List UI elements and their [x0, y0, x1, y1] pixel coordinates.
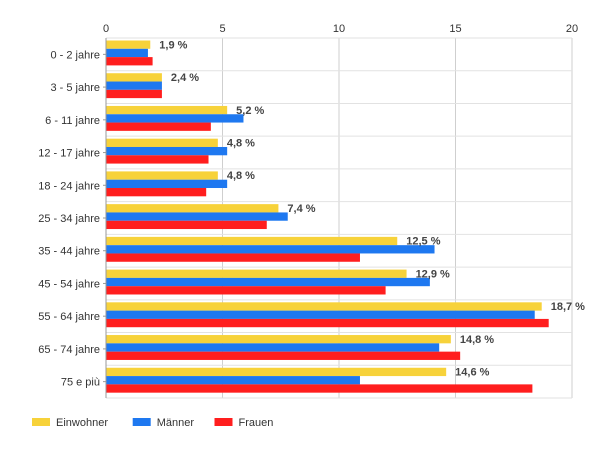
x-tick-label: 15 — [449, 23, 461, 35]
data-label: 14,8 % — [460, 334, 494, 346]
legend: Einwohner Männer Frauen — [32, 417, 273, 429]
legend-swatch-einwohner — [32, 418, 50, 426]
category-label: 0 - 2 jahre — [50, 49, 100, 61]
bar-einwohner — [106, 335, 451, 344]
grid-layer — [105, 37, 573, 399]
bar-männer — [106, 376, 360, 385]
bar-männer — [106, 114, 244, 123]
category-label: 3 - 5 jahre — [50, 82, 100, 94]
bar-frauen — [106, 122, 211, 131]
data-label: 4,8 % — [227, 137, 255, 149]
legend-swatch-männer — [132, 418, 151, 426]
bar-einwohner — [106, 367, 447, 377]
axis-layer: 0 5 10 15 20 0 - 2 jahre 3 - 5 jahre 6 - 11 jah… — [38, 23, 578, 398]
legend-swatch-frauen — [214, 418, 233, 426]
bar-männer — [106, 277, 430, 287]
legend-label: Einwohner — [56, 417, 108, 429]
bar-frauen — [106, 286, 386, 295]
category-label: 12 - 17 jahre — [38, 148, 100, 160]
data-label: 5,2 % — [236, 105, 264, 117]
bar-einwohner — [106, 171, 218, 180]
bar-männer — [106, 179, 228, 189]
bar-einwohner — [106, 138, 218, 147]
legend-label: Männer — [157, 417, 195, 429]
bar-frauen — [106, 89, 162, 99]
bar-frauen — [106, 253, 360, 262]
data-label: 12,5 % — [406, 236, 440, 248]
data-label: 1,9 % — [159, 39, 187, 51]
data-label: 4,8 % — [227, 170, 255, 182]
bar-männer — [106, 245, 435, 254]
data-label: 7,4 % — [287, 203, 315, 215]
bar-einwohner — [106, 40, 151, 49]
bar-männer — [106, 212, 288, 221]
category-label: 6 - 11 jahre — [45, 115, 100, 127]
bar-männer — [106, 146, 228, 156]
category-label: 45 - 54 jahre — [38, 278, 100, 290]
bars-layer — [106, 40, 549, 393]
bar-männer — [106, 81, 162, 90]
x-tick-label: 10 — [333, 23, 345, 35]
x-tick-label: 20 — [566, 23, 578, 35]
bar-einwohner — [106, 302, 542, 311]
x-tick-label: 5 — [219, 23, 225, 35]
bar-frauen — [106, 318, 549, 328]
data-label: 2,4 % — [171, 72, 199, 84]
category-label: 25 - 34 jahre — [38, 213, 100, 225]
bar-einwohner — [106, 73, 162, 82]
bar-frauen — [106, 188, 207, 197]
bar-frauen — [106, 384, 533, 393]
bar-frauen — [106, 351, 461, 360]
bar-frauen — [106, 57, 153, 66]
bar-männer — [106, 343, 440, 352]
category-label: 35 - 44 jahre — [38, 246, 100, 258]
bar-einwohner — [106, 269, 407, 278]
bar-einwohner — [106, 236, 398, 246]
legend-label: Frauen — [239, 417, 274, 429]
bar-frauen — [106, 155, 209, 164]
category-label: 75 e più — [61, 377, 100, 389]
bar-frauen — [106, 220, 267, 230]
bar-männer — [106, 310, 535, 319]
data-label: 14,6 % — [455, 367, 489, 379]
category-label: 18 - 24 jahre — [38, 180, 100, 192]
bar-einwohner — [106, 105, 228, 115]
category-label: 65 - 74 jahre — [38, 344, 100, 356]
data-label: 12,9 % — [416, 268, 450, 280]
bar-männer — [106, 48, 148, 58]
bar-einwohner — [106, 204, 279, 213]
data-label: 18,7 % — [551, 301, 585, 313]
x-tick-label: 0 — [103, 23, 109, 35]
labels-layer: 1,9 % 2,4 % 5,2 % 4,8 % 4,8 % 7,4 % 12,5 % 12,9… — [159, 39, 585, 378]
category-label: 55 - 64 jahre — [38, 311, 100, 323]
